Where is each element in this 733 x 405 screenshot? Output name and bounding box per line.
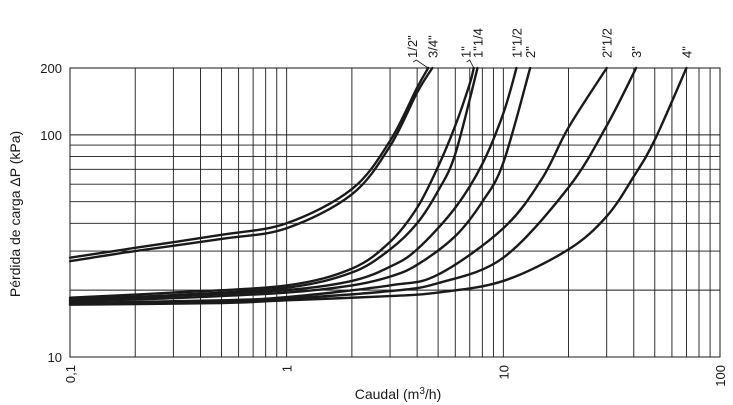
label-leader-line (412, 59, 429, 69)
series-curves (68, 66, 688, 306)
tick-labels: 0,1 1 10 100 10 100 200 (40, 61, 728, 387)
y-tick-label: 10 (48, 350, 62, 365)
series-label: 2"1/2 (600, 28, 615, 58)
series-line (68, 66, 518, 302)
series-line (68, 66, 430, 259)
series-line (68, 66, 532, 303)
x-axis-label: Caudal (m3/h) (355, 386, 442, 402)
y-axis-label: Pérdida de carga ΔP (kPa) (7, 131, 23, 297)
series-label: 1"1/2 (510, 28, 525, 58)
series-label: 1/2" (405, 35, 420, 58)
plot-frame (69, 67, 721, 358)
series-labels: 1/2" 3/4" 1"1"1/4 1"1/22" 2"1/2 3" 4" (405, 28, 694, 69)
x-tick-label: 0,1 (63, 365, 78, 383)
series-label: 4" (679, 46, 694, 58)
series-line (68, 66, 688, 306)
x-tick-label: 1 (280, 365, 295, 372)
series-line (68, 66, 475, 299)
series-line (68, 66, 638, 306)
x-tick-label: 100 (713, 365, 728, 387)
series-label: 2" (523, 46, 538, 58)
series-label: 3" (629, 46, 644, 58)
x-tick-label: 10 (496, 365, 511, 379)
y-tick-label: 100 (40, 128, 62, 143)
label-leader-line (466, 59, 475, 69)
y-tick-label: 200 (40, 61, 62, 76)
series-line (68, 66, 608, 305)
series-line (68, 66, 434, 263)
series-label: 3/4" (425, 35, 440, 58)
series-label: 1" (459, 46, 474, 58)
grid (69, 67, 720, 358)
series-label: 1"1/4 (471, 28, 486, 58)
